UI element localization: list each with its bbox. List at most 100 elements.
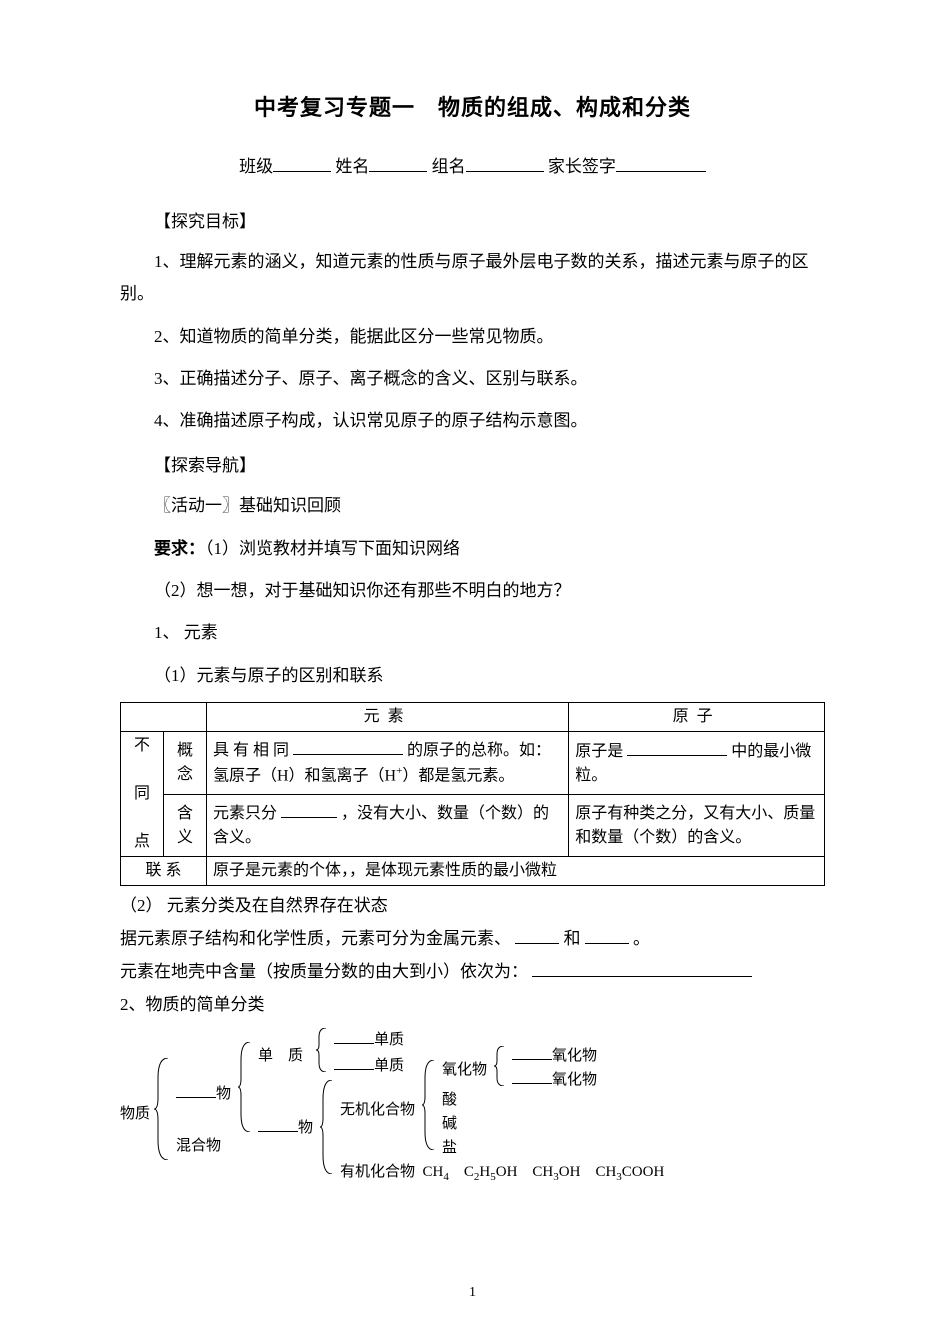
tree-organic-label: 有机化合物	[340, 1164, 415, 1180]
goal-2: 2、知道物质的简单分类，能据此区分一些常见物质。	[120, 321, 825, 353]
tree-organic: 有机化合物 CH4 C2H5OH CH3OH CH3COOH	[340, 1160, 664, 1183]
elem-cat-suffix: 。	[633, 929, 650, 948]
tree-danzhi-b: 单质	[334, 1054, 404, 1075]
pure-blank[interactable]	[176, 1082, 216, 1098]
table-row: 元素 原子	[121, 702, 825, 731]
ox-g: CH	[595, 1164, 616, 1180]
compound-blank[interactable]	[258, 1116, 298, 1132]
ox-f: OH	[559, 1164, 581, 1180]
crust-prefix: 元素在地壳中含量（按质量分数的由大到小）依次为：	[120, 962, 528, 981]
class-label: 班级	[239, 157, 273, 176]
table-concept-element: 具 有 相 同 的原子的总称。如：氢原子（H）和氢离子（H+）都是氢元素。	[207, 731, 569, 794]
crust-blank[interactable]	[532, 959, 752, 977]
tree-salt: 盐	[442, 1136, 457, 1157]
page-title: 中考复习专题一 物质的组成、构成和分类	[120, 90, 825, 122]
tree-oxide-a: 氧化物	[512, 1044, 597, 1065]
tree-inorganic: 无机化合物	[340, 1098, 415, 1119]
topic-1-2b: 元素在地壳中含量（按质量分数的由大到小）依次为：	[120, 958, 825, 987]
elem-cat-blank-2[interactable]	[585, 926, 629, 944]
table-mel-a: 元素只分	[213, 805, 277, 822]
table-diff-label: 不 同 点	[121, 731, 164, 856]
section-research-goals: 【探究目标】	[120, 207, 825, 232]
element-atom-table: 元素 原子 不 同 点 概念 具 有 相 同 的原子的总称。如：氢原子（H）和氢…	[120, 702, 825, 886]
activity-1-title: 〖活动一〗基础知识回顾	[120, 490, 825, 522]
brace-icon	[320, 1080, 336, 1174]
group-blank[interactable]	[466, 154, 544, 172]
oxide-a-suffix: 氧化物	[552, 1048, 597, 1064]
ox-e: CH	[532, 1164, 553, 1180]
tree-acid: 酸	[442, 1088, 457, 1109]
danzhi-b-suffix: 单质	[374, 1058, 404, 1074]
table-row: 联 系 原子是元素的个体，，是体现元素性质的最小微粒	[121, 856, 825, 885]
oxide-b-suffix: 氧化物	[552, 1072, 597, 1088]
ox-c: H	[479, 1164, 490, 1180]
group-label: 组名	[432, 157, 466, 176]
parent-sign-label: 家长签字	[548, 157, 616, 176]
organic-examples: CH4 C2H5OH CH3OH CH3COOH	[423, 1164, 665, 1180]
brace-icon	[422, 1060, 438, 1150]
table-cel-c: ）都是氢元素。	[402, 767, 514, 784]
document-page: 中考复习专题一 物质的组成、构成和分类 班级 姓名 组名 家长签字 【探究目标】…	[0, 0, 945, 1337]
brace-icon	[494, 1046, 508, 1086]
tree-pure: 物	[176, 1082, 231, 1103]
table-diff-b: 同	[134, 785, 150, 802]
topic-1-1: （1）元素与原子的区别和联系	[120, 660, 825, 692]
student-info-line: 班级 姓名 组名 家长签字	[120, 152, 825, 177]
table-cat-a: 原子是	[575, 743, 623, 760]
requirement-label: 要求：	[154, 539, 205, 558]
topic-1-element: 1、 元素	[120, 617, 825, 649]
table-diff-a: 不	[134, 737, 150, 754]
brace-icon	[238, 1042, 254, 1132]
requirement-line: 要求：（1）浏览教材并填写下面知识网络	[120, 533, 825, 565]
goal-1: 1、理解元素的涵义，知道元素的性质与原子最外层电子数的关系，描述元素与原子的区别…	[120, 246, 825, 311]
section-explore-nav: 【探索导航】	[120, 451, 825, 476]
meaning-blank[interactable]	[281, 801, 337, 818]
tree-oxide: 氧化物	[442, 1058, 487, 1079]
elem-cat-blank-1[interactable]	[515, 926, 559, 944]
elem-cat-prefix: 据元素原子结构和化学性质，元素可分为金属元素、	[120, 929, 511, 948]
tree-danzhi-a: 单质	[334, 1028, 404, 1049]
table-relation-label: 联 系	[121, 856, 207, 885]
table-corner	[121, 702, 207, 731]
danzhi-a-suffix: 单质	[374, 1032, 404, 1048]
table-row: 含义 元素只分 ，没有大小、数量（个数）的含义。 原子有种类之分，又有大小、质量…	[121, 795, 825, 857]
ox-s: 4	[443, 1171, 449, 1183]
topic-1-2: （2） 元素分类及在自然界存在状态	[120, 892, 825, 921]
topic-1-2a: 据元素原子结构和化学性质，元素可分为金属元素、 和 。	[120, 925, 825, 954]
ox-b: C	[464, 1164, 474, 1180]
parent-sign-blank[interactable]	[616, 154, 706, 172]
goal-4: 4、准确描述原子构成，认识常见原子的原子结构示意图。	[120, 405, 825, 437]
ox-h: COOH	[622, 1164, 665, 1180]
oxide-blank-b[interactable]	[512, 1068, 552, 1084]
table-row: 不 同 点 概念 具 有 相 同 的原子的总称。如：氢原子（H）和氢离子（H+）…	[121, 731, 825, 794]
requirement-2: （2）想一想，对于基础知识你还有那些不明白的地方？	[120, 575, 825, 607]
tree-root: 物质	[120, 1102, 150, 1123]
table-concept-label: 概念	[164, 731, 207, 794]
tree-base: 碱	[442, 1112, 457, 1133]
oxide-blank-a[interactable]	[512, 1044, 552, 1060]
page-number: 1	[0, 1285, 945, 1301]
name-label: 姓名	[335, 157, 369, 176]
table-head-atom: 原子	[569, 702, 825, 731]
name-blank[interactable]	[369, 154, 427, 172]
tree-oxide-b: 氧化物	[512, 1068, 597, 1089]
ox-a: CH	[423, 1164, 444, 1180]
table-meaning-atom: 原子有种类之分，又有大小、质量和数量（个数）的含义。	[569, 795, 825, 857]
danzhi-blank-a[interactable]	[334, 1028, 374, 1044]
table-head-element: 元素	[207, 702, 569, 731]
table-cel-a: 具 有 相 同	[213, 742, 289, 759]
elem-cat-and: 和	[564, 929, 581, 948]
table-diff-c: 点	[134, 833, 150, 850]
requirement-1: （1）浏览教材并填写下面知识网络	[205, 539, 460, 558]
ox-d: OH	[496, 1164, 518, 1180]
topic-2-head: 2、物质的简单分类	[120, 991, 825, 1020]
brace-icon	[316, 1028, 330, 1072]
atom-blank[interactable]	[627, 739, 727, 756]
concept-blank[interactable]	[293, 738, 403, 755]
danzhi-blank-b[interactable]	[334, 1054, 374, 1070]
tree-mixture: 混合物	[176, 1134, 221, 1155]
tree-danzhi: 单 质	[258, 1044, 303, 1065]
class-blank[interactable]	[273, 154, 331, 172]
table-relation: 原子是元素的个体，，是体现元素性质的最小微粒	[207, 856, 825, 885]
compound-suffix: 物	[298, 1120, 313, 1136]
